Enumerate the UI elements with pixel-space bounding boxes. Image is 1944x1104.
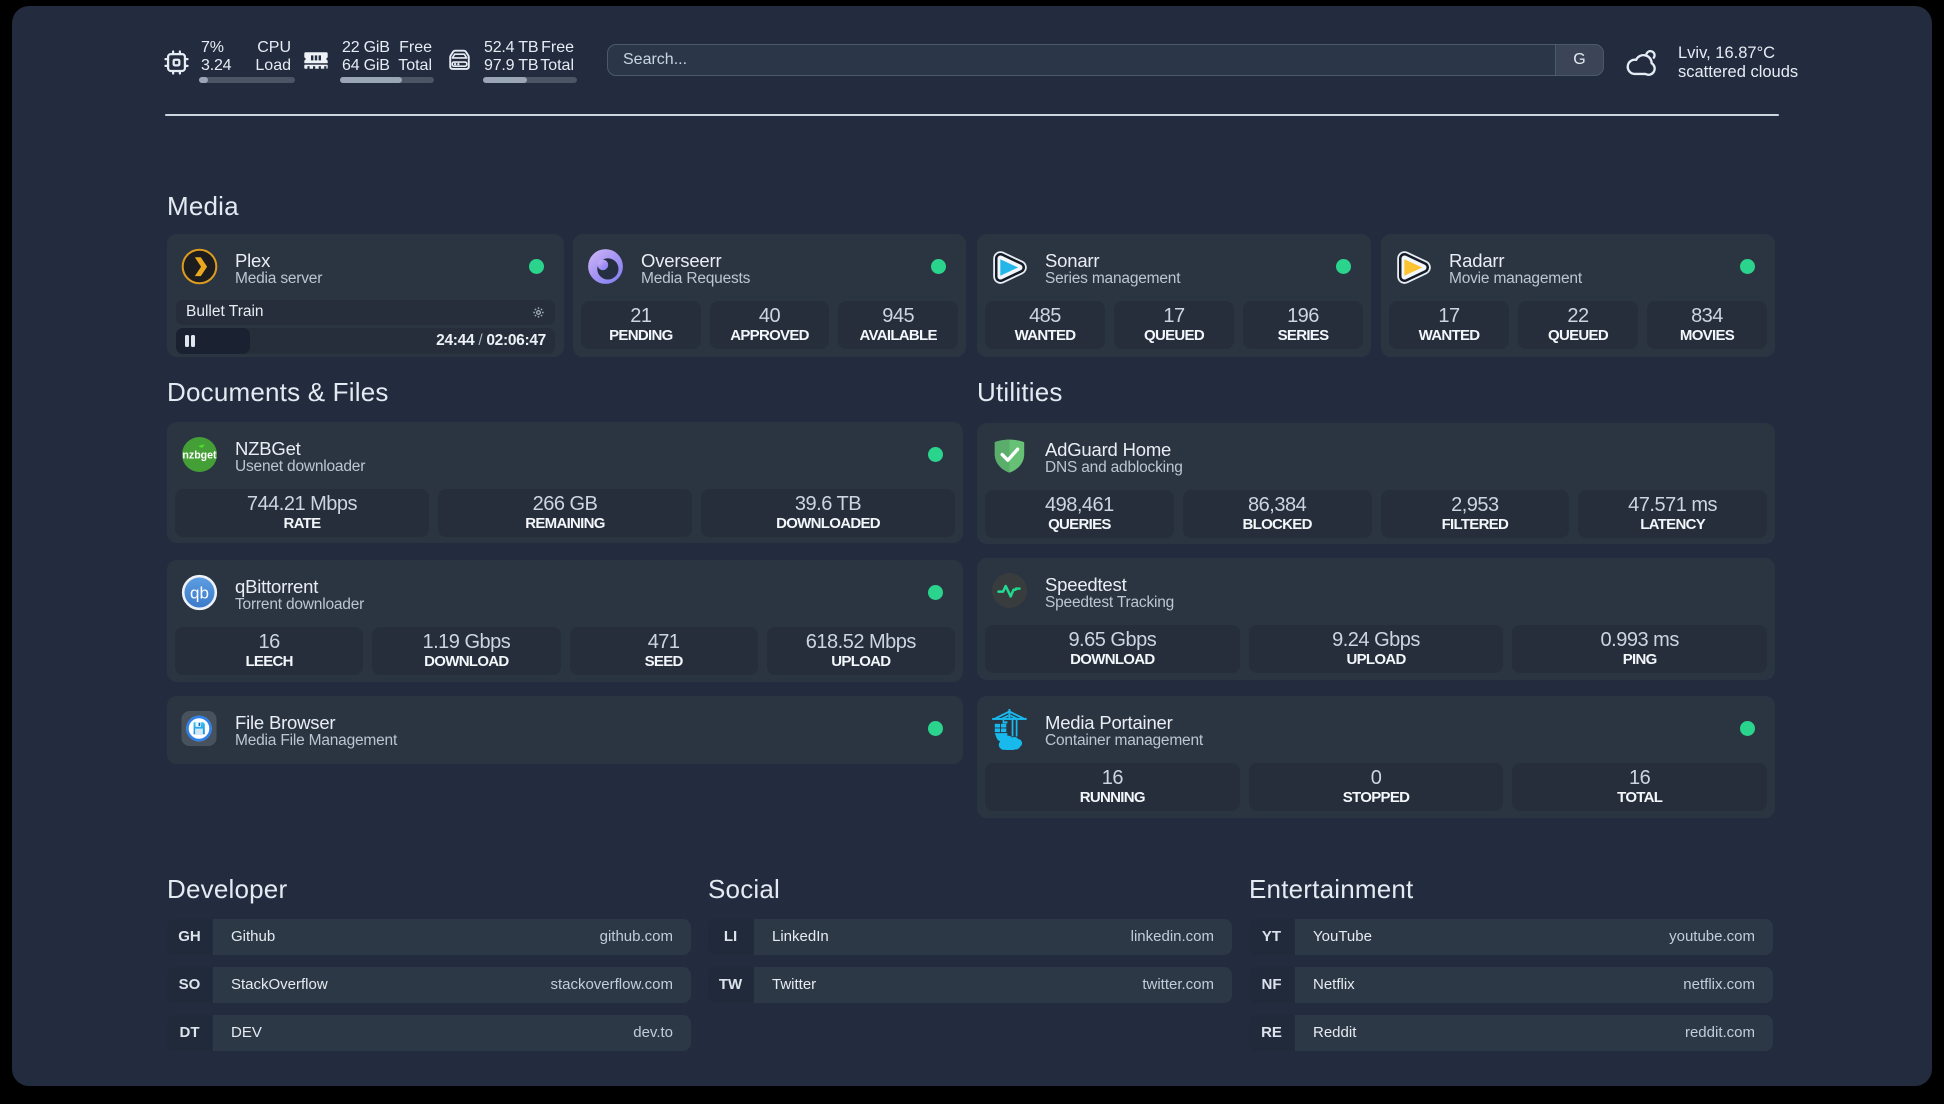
svg-text:nzbget: nzbget bbox=[182, 450, 217, 462]
svg-text:qb: qb bbox=[190, 583, 209, 602]
